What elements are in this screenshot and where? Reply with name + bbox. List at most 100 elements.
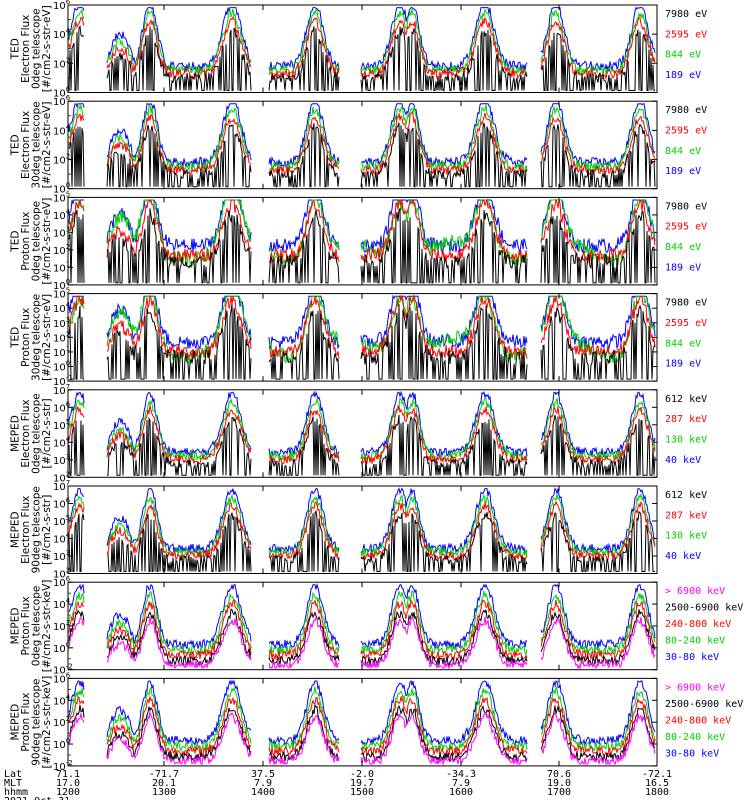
legend-entry: 7980 eV: [665, 298, 707, 309]
legend-entry: 40 keV: [665, 551, 701, 562]
legend-entry: 2595 eV: [665, 29, 707, 40]
y-tick-label: 106: [53, 0, 71, 12]
legend-entry: 844 eV: [665, 338, 701, 349]
y-axis-label: TEDElectron Flux0deg telescope[#/cm2-s-s…: [9, 5, 53, 92]
y-axis-label: MEPEDElectron Flux90deg telescope[#/cm2-…: [9, 486, 53, 573]
series-2-trace: [68, 703, 656, 764]
x-tick-label-hhmm: 1200: [56, 787, 80, 798]
y-tick-label: 105: [53, 287, 70, 301]
legend-entry: 7980 eV: [665, 105, 707, 116]
series-2-trace: [68, 111, 656, 176]
panel-6: 107106105104103102MEPEDElectron Flux90de…: [9, 479, 707, 581]
legend-entry: 612 keV: [665, 394, 707, 405]
x-tick-label-lat: 37.5: [251, 769, 275, 780]
x-axis-row-label: Lat: [4, 769, 22, 780]
x-tick-label-hhmm: 1400: [251, 787, 275, 798]
legend-entry: 612 keV: [665, 490, 707, 501]
series-3-trace: [68, 598, 656, 662]
legend-entry: 844 eV: [665, 242, 701, 253]
panel-2: 106104102100TEDElectron Flux30deg telesc…: [9, 94, 707, 196]
x-tick-label-mlt: 7.9: [254, 778, 272, 789]
legend-entry: 7980 eV: [665, 9, 707, 20]
legend-entry: 2595 eV: [665, 222, 707, 233]
legend-entry: 130 keV: [665, 531, 707, 542]
x-tick-label-mlt: 19.0: [547, 778, 571, 789]
legend-entry: 2595 eV: [665, 318, 707, 329]
x-axis-row-label: hhmm: [4, 787, 28, 798]
series-3-trace: [68, 397, 656, 463]
series-4-trace: [68, 487, 656, 555]
legend-entry: 189 eV: [665, 262, 701, 273]
legend-entry: > 6900 keV: [665, 682, 725, 693]
legend-entry: 240-800 keV: [665, 715, 731, 726]
x-axis-row-label: MLT: [4, 778, 22, 789]
panel-3: 105104103102101100TEDProton Flux0deg tel…: [9, 190, 707, 292]
series-3-trace: [68, 492, 656, 558]
x-tick-label-mlt: 17.0: [56, 778, 80, 789]
series-4-trace: [68, 590, 656, 656]
y-tick-label: 10-2: [53, 663, 73, 677]
y-tick-label: 107: [53, 479, 70, 493]
x-tick-label-lat: -2.0: [350, 769, 374, 780]
panel-5: 107106105104103102MEPEDElectron Flux0deg…: [9, 383, 707, 485]
legend-entry: 844 eV: [665, 50, 701, 61]
legend-entry: 2500-6900 keV: [665, 699, 743, 710]
x-tick-label-mlt: 7.9: [452, 778, 470, 789]
x-tick-label-lat: 70.6: [547, 769, 571, 780]
legend-entry: 130 keV: [665, 434, 707, 445]
x-tick-label-mlt: 20.1: [152, 778, 176, 789]
series-1-trace: [68, 510, 655, 572]
y-tick-label: 105: [53, 190, 70, 204]
y-axis-label: MEPEDProton Flux90deg telescope[#/cm2-s-…: [9, 676, 53, 769]
series-1-trace: [68, 711, 656, 767]
legend-entry: 30-80 keV: [665, 652, 719, 663]
x-tick-label-mlt: 16.5: [645, 778, 669, 789]
series-4-trace: [68, 390, 656, 458]
y-tick-label: 10-2: [53, 759, 73, 773]
y-axis-label: TEDProton Flux0deg telescope[#/cm2-s-str…: [9, 198, 53, 285]
series-2-trace: [68, 500, 656, 562]
legend-entry: 2595 eV: [665, 126, 707, 137]
series-4-trace: [68, 685, 656, 753]
legend-entry: 189 eV: [665, 359, 701, 370]
series-2-trace: [68, 294, 656, 360]
series-2-trace: [68, 16, 656, 81]
series-3-trace: [68, 696, 656, 757]
series-1-trace: [68, 24, 655, 91]
series-1-trace: [68, 303, 656, 380]
x-tick-label-hhmm: 1500: [350, 787, 374, 798]
legend-entry: > 6900 keV: [665, 586, 725, 597]
legend-entry: 287 keV: [665, 414, 707, 425]
y-axis-label: TEDProton Flux30deg telescope[#/cm2-s-st…: [9, 294, 53, 381]
y-tick-label: 106: [53, 575, 71, 589]
y-tick-label: 107: [53, 383, 70, 397]
x-tick-label-lat: 71.1: [56, 769, 80, 780]
y-axis-label: MEPEDElectron Flux0deg telescope[#/cm2-s…: [9, 393, 53, 474]
series-2-trace: [68, 405, 656, 466]
legend-entry: 189 eV: [665, 166, 701, 177]
series-1-trace: [68, 616, 656, 670]
legend-entry: 189 eV: [665, 70, 701, 81]
legend-entry: 2500-6900 keV: [665, 603, 743, 614]
x-tick-label-lat: -72.1: [642, 769, 672, 780]
y-tick-label: 106: [53, 671, 71, 685]
legend-entry: 287 keV: [665, 510, 707, 521]
legend-entry: 240-800 keV: [665, 619, 731, 630]
series-4-trace: [68, 199, 656, 255]
y-tick-label: 106: [53, 94, 71, 108]
x-axis: 71.117.01200-71.720.1130037.57.91400-2.0…: [4, 5, 672, 800]
legend-entry: 7980 eV: [665, 201, 707, 212]
x-tick-label-hhmm: 1300: [152, 787, 176, 798]
legend-entry: 40 keV: [665, 455, 701, 466]
x-tick-label-hhmm: 1600: [449, 787, 473, 798]
legend-entry: 80-240 keV: [665, 732, 725, 743]
x-tick-label-mlt: 19.7: [350, 778, 374, 789]
panel-1: 106104102100TEDElectron Flux0deg telesco…: [9, 0, 707, 100]
legend-entry: 844 eV: [665, 146, 701, 157]
series-1-trace: [68, 122, 656, 188]
y-axis-label: MEPEDProton Flux0deg telescope[#/cm2-s-s…: [9, 580, 53, 673]
x-tick-label-lat: -34.3: [446, 769, 476, 780]
